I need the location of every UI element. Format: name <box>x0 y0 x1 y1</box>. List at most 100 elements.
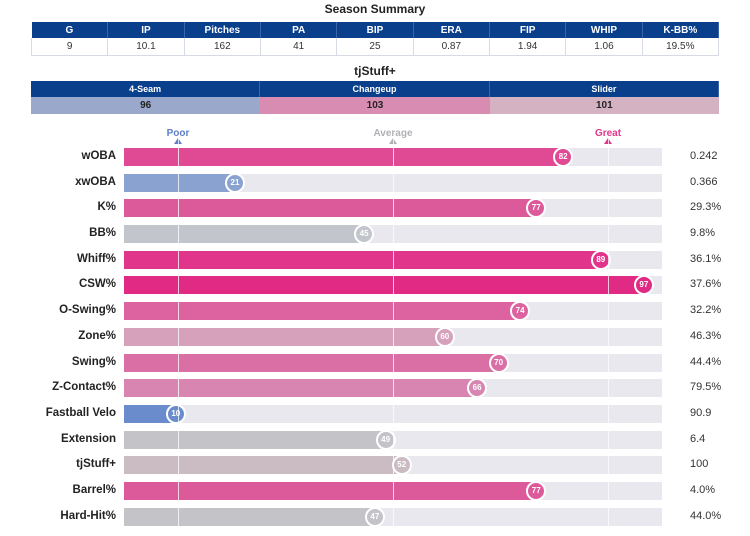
metric-row-bb: BB% 45 9.8% <box>0 223 750 249</box>
percentile-bubble: 49 <box>375 429 396 450</box>
summary-value-bip: 25 <box>336 38 414 56</box>
season-summary-header-row: G IP Pitches PA BIP ERA FIP WHIP K-BB% <box>31 22 720 38</box>
percentile-bubble: 77 <box>526 198 547 219</box>
percentile-bar <box>124 481 539 500</box>
summary-header-era: ERA <box>413 22 490 38</box>
metric-value: 0.242 <box>690 150 718 162</box>
percentile-bar <box>124 456 404 475</box>
metric-name: Swing% <box>71 355 116 368</box>
metric-value: 44.4% <box>690 355 722 368</box>
metric-row-extension: Extension 49 6.4 <box>0 429 750 455</box>
percentile-bar <box>124 148 566 166</box>
summary-value-whip: 1.06 <box>565 38 643 56</box>
pitch-value-row: 96 103 101 <box>31 97 719 114</box>
scale-label-great: Great <box>594 128 622 139</box>
pitch-name-changeup: Changeup <box>260 81 490 97</box>
summary-header-fip: FIP <box>489 22 567 38</box>
percentile-bar <box>124 379 480 398</box>
percentile-bar <box>124 225 367 244</box>
average-reference-line <box>393 137 394 536</box>
metric-value: 32.2% <box>690 304 722 317</box>
pitch-value-slider: 101 <box>489 97 719 114</box>
percentile-bubble: 70 <box>488 352 509 373</box>
percentile-bubble: 74 <box>510 301 531 322</box>
percentile-track: 60 <box>124 326 662 347</box>
metric-row-swing: Swing% 70 44.4% <box>0 352 750 378</box>
season-summary-value-row: 9 10.1 162 41 25 0.87 1.94 1.06 19.5% <box>30 38 720 56</box>
metric-name: K% <box>97 201 116 214</box>
percentile-track: 45 <box>124 224 662 245</box>
metric-row-whiff: Whiff% 89 36.1% <box>0 249 750 275</box>
summary-header-pitches: Pitches <box>184 22 261 38</box>
summary-header-bip: BIP <box>336 22 414 38</box>
metric-name: Hard-Hit% <box>60 509 116 522</box>
percentile-track: 66 <box>124 378 662 399</box>
metric-row-zone: Zone% 60 46.3% <box>0 326 750 352</box>
percentile-bubble: 21 <box>224 172 245 193</box>
scale-label-average: Average <box>373 128 413 139</box>
metric-value: 44.0% <box>690 509 722 522</box>
summary-header-g: G <box>31 22 109 38</box>
metric-name: Z-Contact% <box>52 381 116 394</box>
percentile-scale: Poor Average Great <box>0 128 750 148</box>
percentile-bubble: 66 <box>467 378 488 399</box>
pitch-name-4-seam: 4-Seam <box>31 81 261 97</box>
metric-row-barrel: Barrel% 77 4.0% <box>0 480 750 506</box>
metric-row-k: K% 77 29.3% <box>0 197 750 223</box>
tjstuff-title: tjStuff+ <box>354 64 396 78</box>
summary-value-g: 9 <box>30 38 109 56</box>
metric-value: 90.9 <box>690 406 712 419</box>
metric-value: 46.3% <box>690 329 722 342</box>
percentile-bar <box>124 199 539 218</box>
percentile-bar <box>124 430 388 449</box>
season-summary-table: G IP Pitches PA BIP ERA FIP WHIP K-BB% 9… <box>30 22 720 56</box>
summary-header-whip: WHIP <box>565 22 643 38</box>
metric-row-fastball-velo: Fastball Velo 10 90.9 <box>0 403 750 429</box>
metric-row-csw: CSW% 97 37.6% <box>0 274 750 300</box>
metric-value: 0.366 <box>690 175 718 188</box>
percentile-bubble: 77 <box>526 480 547 501</box>
scale-label-poor: Poor <box>166 128 190 139</box>
pitch-value-4-seam: 96 <box>31 97 261 114</box>
metric-name: O-Swing% <box>59 304 116 317</box>
percentile-bubble: 47 <box>364 506 385 527</box>
metric-value: 100 <box>690 458 709 471</box>
metric-value: 6.4 <box>690 432 706 445</box>
metric-row-woba: wOBA 82 0.242 <box>0 146 750 172</box>
percentile-bar <box>124 353 501 372</box>
metric-value: 29.3% <box>690 201 722 214</box>
great-reference-line <box>608 137 609 536</box>
metric-name: wOBA <box>81 150 117 162</box>
poor-reference-line <box>178 137 179 536</box>
metric-name: Whiff% <box>77 252 116 265</box>
metric-row-o-swing: O-Swing% 74 32.2% <box>0 300 750 326</box>
percentile-bar <box>124 276 646 295</box>
metric-value: 9.8% <box>690 227 716 240</box>
metric-name: BB% <box>89 227 116 240</box>
summary-header-k-bb: K-BB% <box>642 22 720 38</box>
percentile-bar <box>124 302 523 321</box>
summary-value-ip: 10.1 <box>107 38 185 56</box>
percentile-bubble: 97 <box>633 275 654 296</box>
percentile-bubble: 82 <box>553 147 574 167</box>
summary-header-ip: IP <box>107 22 185 38</box>
metric-name: CSW% <box>78 278 116 291</box>
metric-row-z-contact: Z-Contact% 66 79.5% <box>0 377 750 403</box>
summary-value-fip: 1.94 <box>488 38 567 56</box>
metric-row-tjstuff: tjStuff+ 52 100 <box>0 454 750 480</box>
percentile-bar <box>124 250 603 269</box>
metric-value: 37.6% <box>690 278 722 291</box>
percentile-rows: wOBA 82 0.242 xwOBA 21 0.366 K% 77 29.3% BB% 45 9.8… <box>0 146 750 531</box>
summary-value-pa: 41 <box>259 38 338 56</box>
metric-name: tjStuff+ <box>76 458 116 471</box>
summary-header-pa: PA <box>260 22 338 38</box>
pitch-header-row: 4-Seam Changeup Slider <box>31 81 719 97</box>
metric-name: Fastball Velo <box>45 406 116 419</box>
metric-value: 79.5% <box>690 381 722 394</box>
percentile-bubble: 52 <box>391 455 412 476</box>
tjstuff-pitch-table: 4-Seam Changeup Slider 96 103 101 <box>31 81 719 114</box>
percentile-bar <box>124 173 237 192</box>
metric-name: Zone% <box>78 329 116 342</box>
percentile-bubble: 89 <box>590 249 611 270</box>
percentile-bubble: 60 <box>434 326 455 347</box>
